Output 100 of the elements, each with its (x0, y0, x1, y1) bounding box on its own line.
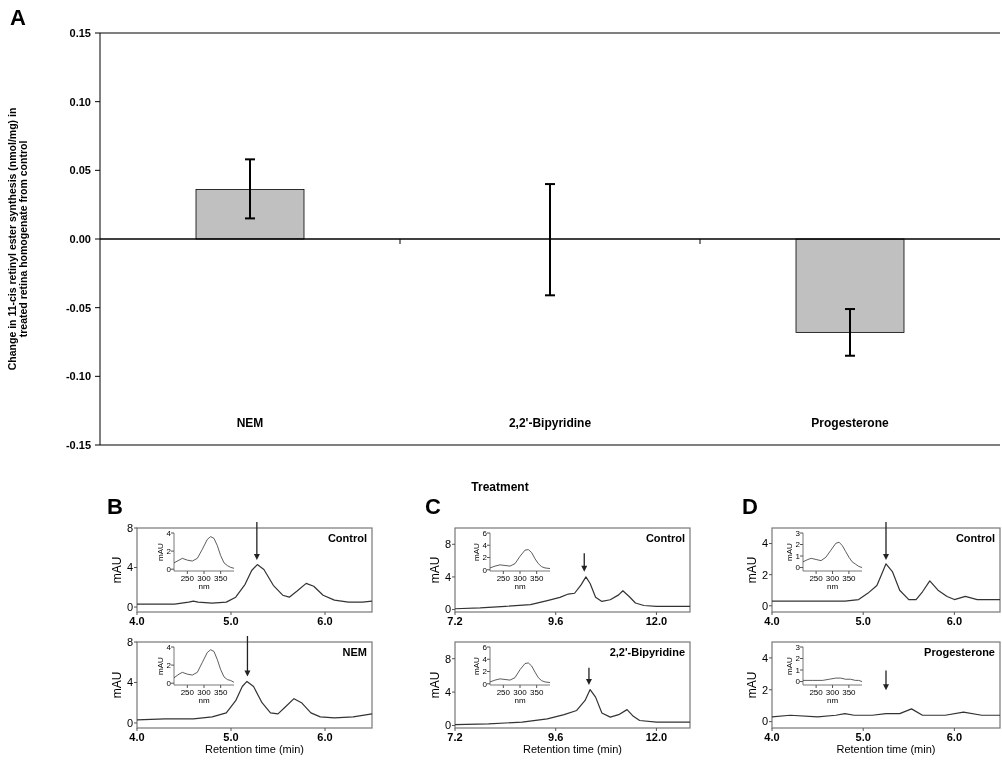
y-tick-label: 0 (761, 599, 768, 612)
annotation: Control (645, 532, 685, 544)
y-tick-label: 8 (444, 652, 451, 665)
chart-title: B (107, 494, 123, 519)
y-tick-label: -0.15 (65, 438, 91, 451)
y-tick-label: 3 (795, 642, 801, 652)
y-axis-title: mAU (156, 542, 165, 561)
y-tick-label: 0 (795, 677, 801, 687)
y-tick-label: 0.10 (69, 95, 91, 108)
y-tick-label: 0 (126, 716, 133, 729)
y-tick-label: 0 (761, 715, 768, 728)
y-tick-label: 4 (444, 685, 451, 698)
x-tick-label: 350 (529, 688, 544, 697)
y-tick-label: 4 (126, 561, 133, 574)
x-tick-label: 6.0 (317, 731, 333, 743)
y-tick-label: 0.15 (69, 26, 91, 39)
annotation: Progesterone (924, 646, 995, 658)
x-axis-title: nm (826, 696, 839, 705)
x-tick-label: 300 (513, 688, 528, 697)
y-tick-label: 0 (795, 563, 801, 573)
y-tick-label: 6 (482, 528, 488, 538)
x-tick-label: 350 (842, 574, 857, 583)
x-tick-label: 5.0 (855, 615, 871, 627)
line-series (489, 549, 551, 569)
x-tick-label: 350 (213, 574, 228, 583)
y-tick-label: 6 (482, 642, 488, 652)
x-tick-label: 250 (180, 574, 195, 583)
x-tick-label: 300 (513, 574, 528, 583)
y-tick-label: 4 (482, 655, 488, 665)
line-series (802, 541, 863, 568)
y-tick-label: 0 (166, 678, 172, 688)
line-series (173, 536, 235, 569)
y-axis-title: mAU (110, 671, 124, 699)
line-series (489, 662, 551, 683)
y-axis-title: mAU (785, 542, 794, 561)
x-tick-label: 350 (842, 688, 857, 697)
x-tick-label: 300 (197, 688, 212, 697)
x-axis-title: nm (198, 582, 210, 591)
x-tick-label: 250 (809, 574, 824, 583)
y-tick-label: 4 (166, 528, 172, 538)
annotation: Control (327, 532, 367, 544)
x-tick-label: 4.0 (129, 731, 145, 743)
y-tick-label: 2 (795, 654, 801, 664)
y-tick-label: 2 (761, 683, 768, 696)
x-axis-title: nm (198, 696, 210, 705)
y-tick-label: 0.05 (69, 164, 91, 177)
x-tick-label: 300 (825, 574, 840, 583)
x-tick-label: 350 (529, 574, 544, 583)
y-tick-label: 2 (761, 568, 768, 581)
y-tick-label: 4 (761, 537, 768, 550)
line-series (173, 649, 235, 683)
line-series (136, 563, 373, 605)
y-tick-label: 0 (166, 564, 172, 574)
y-tick-label: 0.00 (69, 232, 91, 245)
x-tick-label: 12.0 (645, 615, 668, 627)
chart-title: A (10, 5, 26, 30)
x-tick-label: 5.0 (855, 731, 871, 743)
line-series (771, 563, 1001, 602)
line-series (454, 688, 691, 726)
y-tick-label: 1 (795, 551, 801, 561)
x-tick-label: 7.2 (447, 615, 463, 627)
y-tick-label: -0.10 (65, 370, 91, 383)
y-axis-title: mAU (745, 556, 759, 584)
y-tick-label: 8 (444, 538, 451, 551)
y-tick-label: 2 (482, 553, 488, 563)
y-axis-title: mAU (472, 656, 481, 675)
x-tick-label: 4.0 (764, 615, 780, 627)
line-series (136, 680, 373, 721)
y-tick-label: 2 (482, 667, 488, 677)
y-axis-title: mAU (745, 671, 759, 699)
y-tick-label: 2 (166, 660, 172, 670)
y-axis-title: mAU (428, 671, 442, 699)
y-tick-label: 0 (482, 679, 488, 689)
line-series (454, 576, 691, 610)
x-tick-label: 12.0 (645, 731, 668, 743)
y-tick-label: 0 (444, 603, 451, 616)
annotation: 2,2'-Bipyridine (609, 646, 685, 658)
y-axis-title: mAU (785, 656, 794, 675)
x-axis-title: Treatment (471, 480, 529, 494)
y-tick-label: 2 (166, 546, 172, 556)
x-tick-label: 350 (213, 688, 228, 697)
y-axis-title: mAU (472, 542, 481, 561)
line-series (771, 708, 1001, 718)
y-axis-title: Change in 11-cis retinyl ester synthesis (nmol/mg) in treated retina homogenate from control (6, 107, 29, 371)
y-tick-label: 4 (482, 541, 488, 551)
x-tick-label: 7.2 (447, 731, 463, 743)
y-tick-label: 8 (126, 521, 133, 534)
annotation: Control (955, 532, 995, 544)
x-axis-title: Retention time (min) (204, 743, 305, 755)
y-axis-title: mAU (110, 556, 124, 584)
y-tick-label: 2 (795, 540, 801, 550)
x-tick-label: 4.0 (129, 615, 145, 627)
y-tick-label: 4 (444, 570, 451, 583)
y-axis-title: mAU (428, 556, 442, 584)
annotation: NEM (342, 646, 367, 658)
y-tick-label: 1 (795, 665, 801, 675)
y-tick-label: -0.05 (65, 301, 91, 314)
x-tick-label: 9.6 (548, 615, 564, 627)
y-tick-label: 0 (444, 719, 451, 732)
x-tick-label: 9.6 (548, 731, 564, 743)
